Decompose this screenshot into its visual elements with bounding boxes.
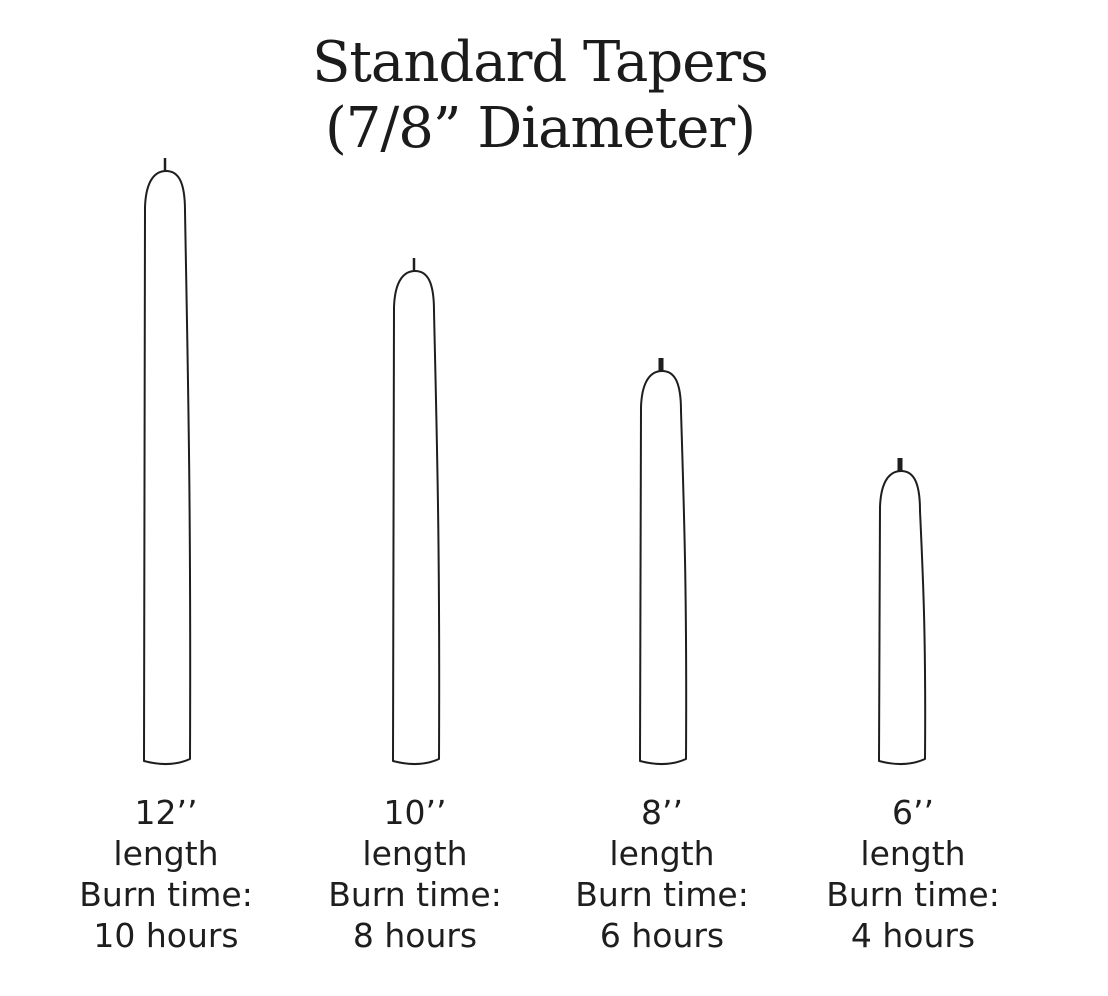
- candle-size-label: 10’’: [383, 793, 447, 832]
- diagram-title: Standard Tapers (7/8” Diameter): [0, 30, 1080, 162]
- caption-12-inch: 12’’ length Burn time: 10 hours: [46, 792, 286, 956]
- candle-size-label: 12’’: [134, 793, 198, 832]
- caption-6-inch: 6’’ length Burn time: 4 hours: [793, 792, 1033, 956]
- candle-length-label: length: [860, 834, 966, 873]
- candle-size-label: 8’’: [641, 793, 683, 832]
- burn-time-value: 6 hours: [599, 916, 725, 955]
- burn-time-value: 4 hours: [850, 916, 976, 955]
- title-line-2: (7/8” Diameter): [324, 96, 756, 161]
- burn-time-label: Burn time:: [79, 875, 253, 914]
- burn-time-value: 10 hours: [93, 916, 239, 955]
- burn-time-label: Burn time:: [826, 875, 1000, 914]
- candle-size-label: 6’’: [892, 793, 934, 832]
- burn-time-value: 8 hours: [352, 916, 478, 955]
- candle-body: [392, 270, 441, 765]
- candle-length-label: length: [362, 834, 468, 873]
- burn-time-label: Burn time:: [575, 875, 749, 914]
- candle-body: [143, 170, 192, 765]
- candle-body: [639, 370, 688, 765]
- burn-time-label: Burn time:: [328, 875, 502, 914]
- candle-12-inch: [143, 158, 192, 765]
- title-line-1: Standard Tapers: [312, 30, 769, 95]
- caption-8-inch: 8’’ length Burn time: 6 hours: [542, 792, 782, 956]
- candle-10-inch: [392, 258, 441, 765]
- candle-length-label: length: [113, 834, 219, 873]
- candle-6-inch: [878, 458, 927, 765]
- caption-10-inch: 10’’ length Burn time: 8 hours: [295, 792, 535, 956]
- candle-body: [878, 470, 927, 765]
- candle-8-inch: [639, 358, 688, 765]
- candle-length-label: length: [609, 834, 715, 873]
